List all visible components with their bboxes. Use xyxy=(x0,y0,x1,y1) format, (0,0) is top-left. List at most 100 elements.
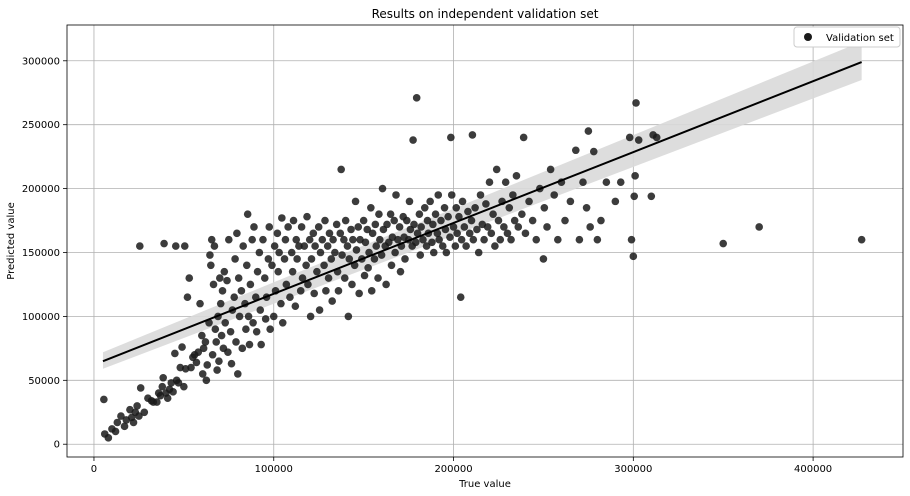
data-point xyxy=(416,251,425,259)
data-point xyxy=(323,242,332,250)
data-point xyxy=(201,338,210,346)
data-point xyxy=(500,223,508,231)
data-point xyxy=(611,197,620,206)
data-point xyxy=(292,235,301,244)
data-point xyxy=(158,382,167,391)
data-point xyxy=(627,235,636,244)
data-point xyxy=(218,287,227,295)
data-point xyxy=(289,216,298,225)
regression-line-layer xyxy=(102,61,863,363)
data-point xyxy=(261,315,270,323)
data-point xyxy=(351,197,360,206)
data-point xyxy=(367,287,376,295)
data-point xyxy=(334,287,343,295)
data-point xyxy=(447,191,456,199)
data-point xyxy=(309,229,318,238)
data-point xyxy=(303,212,311,221)
data-point xyxy=(378,184,387,193)
data-point xyxy=(354,223,363,231)
data-point xyxy=(465,229,474,238)
data-point xyxy=(211,325,220,333)
data-point xyxy=(284,223,292,231)
data-point xyxy=(180,242,189,250)
data-point xyxy=(192,358,201,367)
data-point xyxy=(440,203,449,212)
data-point xyxy=(206,251,214,259)
data-point xyxy=(602,178,611,187)
data-point xyxy=(163,394,172,403)
data-point xyxy=(412,94,421,102)
data-point xyxy=(485,178,494,187)
data-point xyxy=(210,242,219,250)
data-point xyxy=(647,192,656,201)
data-point xyxy=(368,229,377,238)
data-point xyxy=(435,235,443,244)
chart-title: Results on independent validation set xyxy=(372,7,599,21)
data-point xyxy=(386,210,395,218)
data-point xyxy=(434,191,443,199)
data-point xyxy=(315,306,324,314)
data-point xyxy=(579,178,587,187)
data-point xyxy=(209,280,218,289)
data-point xyxy=(340,274,349,282)
data-point xyxy=(234,274,243,282)
data-point xyxy=(370,255,379,263)
data-point xyxy=(231,255,239,263)
data-point xyxy=(390,216,399,225)
data-point xyxy=(365,248,373,257)
data-point xyxy=(328,297,336,305)
data-point xyxy=(343,242,352,250)
data-point xyxy=(185,274,194,282)
data-point xyxy=(586,223,594,231)
data-point xyxy=(473,225,481,234)
data-point xyxy=(589,147,598,156)
data-point xyxy=(260,274,269,282)
data-point xyxy=(286,293,294,302)
data-point xyxy=(220,267,229,276)
data-point xyxy=(471,203,479,212)
data-point xyxy=(297,223,306,231)
data-point xyxy=(382,280,390,289)
data-point xyxy=(213,366,221,374)
data-point xyxy=(509,191,517,199)
data-point xyxy=(233,370,242,378)
data-point xyxy=(212,338,221,346)
data-point xyxy=(423,216,432,225)
data-point xyxy=(483,223,492,231)
y-tick-label: 0 xyxy=(54,440,60,451)
plot-frame xyxy=(66,24,904,458)
data-point xyxy=(597,216,605,225)
y-tick-label: 150000 xyxy=(22,248,60,259)
data-point xyxy=(616,178,625,187)
data-point xyxy=(224,348,232,356)
data-point xyxy=(387,261,396,270)
data-point xyxy=(216,274,224,282)
data-point xyxy=(367,203,375,212)
data-point xyxy=(256,306,265,314)
data-point xyxy=(417,223,425,231)
data-point xyxy=(347,225,355,234)
data-point xyxy=(296,287,305,295)
data-point xyxy=(338,251,346,259)
data-point xyxy=(129,418,138,427)
data-point xyxy=(474,248,483,257)
data-point xyxy=(331,248,339,257)
data-point xyxy=(217,331,226,340)
data-point xyxy=(630,192,639,201)
data-point xyxy=(468,131,477,139)
data-point xyxy=(402,216,411,225)
data-point xyxy=(273,229,282,238)
data-point xyxy=(518,210,526,218)
data-point xyxy=(438,242,447,250)
data-point xyxy=(521,229,530,238)
data-point xyxy=(307,255,316,263)
data-point xyxy=(456,293,465,302)
data-point xyxy=(227,359,236,368)
data-point xyxy=(429,220,437,229)
data-point xyxy=(447,133,455,142)
data-point xyxy=(446,233,454,241)
data-point xyxy=(171,349,179,358)
data-point xyxy=(316,248,325,257)
data-point xyxy=(270,242,279,250)
